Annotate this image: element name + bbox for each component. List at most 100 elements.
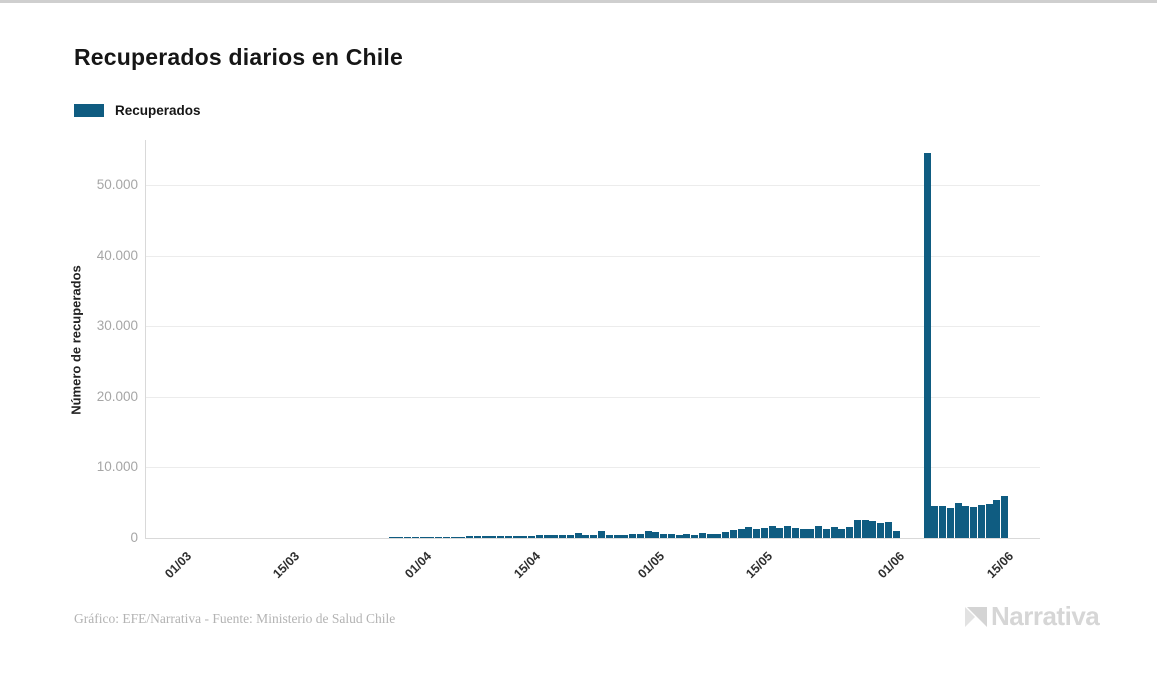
bar: [411, 536, 419, 538]
x-tick-label: 01/03: [161, 549, 194, 582]
bar: [729, 530, 737, 538]
bar: [977, 504, 985, 538]
bar: [466, 536, 474, 538]
gridline: [145, 185, 1040, 186]
legend-label: Recuperados: [115, 103, 201, 118]
y-tick-label: 0: [130, 530, 138, 545]
bar: [768, 526, 776, 538]
bar: [962, 505, 970, 538]
legend-swatch: [74, 104, 104, 117]
narrativa-logo-text: Narrativa: [991, 601, 1100, 631]
bar: [985, 503, 993, 538]
bar: [458, 536, 466, 538]
bar: [869, 521, 877, 538]
bar: [815, 525, 823, 538]
bar: [706, 533, 714, 538]
footer-credit: Gráfico: EFE/Narrativa - Fuente: Ministe…: [74, 611, 396, 626]
bar: [877, 523, 885, 538]
bar: [605, 534, 613, 538]
bar: [435, 536, 443, 538]
bar: [1001, 496, 1009, 538]
bar: [830, 527, 838, 538]
bar: [473, 536, 481, 538]
bar: [667, 534, 675, 538]
bar: [574, 532, 582, 538]
top-border-strip: [0, 0, 1157, 3]
y-tick-label: 20.000: [96, 388, 138, 404]
bar: [427, 536, 435, 538]
bar: [807, 529, 815, 538]
y-tick-label: 50.000: [96, 177, 138, 192]
bar: [946, 507, 954, 538]
bar: [598, 531, 605, 538]
bar: [698, 532, 706, 538]
bar: [404, 537, 412, 538]
narrativa-logo: Narrativa: [962, 601, 1100, 632]
bar: [621, 534, 629, 538]
bar: [566, 534, 574, 538]
x-tick-label: 15/06: [983, 549, 1016, 582]
gridline: [145, 396, 1040, 398]
bar: [636, 534, 644, 538]
y-tick-label: 10.000: [96, 459, 138, 475]
bar: [745, 527, 753, 538]
bar: [644, 530, 652, 538]
bar: [504, 535, 512, 538]
bar: [442, 536, 450, 538]
bar: [660, 533, 668, 538]
y-axis-line: [145, 140, 146, 538]
bar: [753, 529, 761, 538]
bar: [884, 522, 892, 538]
x-tick-label: 01/05: [634, 549, 667, 582]
bar: [450, 536, 458, 538]
bar: [652, 531, 660, 538]
bar: [776, 527, 784, 538]
page-title: Recuperados diarios en Chile: [74, 44, 403, 70]
bar: [396, 537, 404, 538]
bar: [861, 520, 869, 538]
bar: [760, 527, 768, 538]
x-tick-label: 15/04: [510, 549, 543, 582]
x-tick-label: 01/04: [402, 549, 435, 582]
gridline: [145, 326, 1040, 328]
bar: [582, 534, 590, 538]
gridline: [145, 255, 1040, 257]
legend: Recuperados: [74, 103, 201, 118]
x-tick-label: 15/03: [270, 549, 303, 582]
bar: [388, 537, 396, 538]
bar: [528, 535, 536, 538]
bar: [714, 534, 722, 538]
bar: [559, 535, 567, 538]
bar: [939, 505, 947, 538]
bar: [512, 535, 520, 538]
bar: [853, 519, 861, 538]
y-tick-label: 30.000: [96, 318, 138, 334]
bar: [419, 536, 427, 538]
bar: [892, 531, 900, 538]
x-tick-label: 01/06: [875, 549, 908, 582]
bar: [481, 536, 489, 538]
bar: [954, 502, 962, 538]
bar: [613, 534, 621, 538]
x-axis-line: [145, 538, 1040, 539]
y-tick-label: 40.000: [96, 247, 138, 263]
bar: [497, 536, 505, 538]
bar: [784, 525, 792, 538]
bar: [722, 531, 730, 538]
bar: [846, 527, 854, 538]
bar: [923, 152, 931, 538]
bar: [737, 528, 745, 538]
x-tick-label: 15/05: [743, 549, 776, 582]
bar: [791, 527, 799, 538]
bar: [691, 534, 699, 538]
bar: [838, 528, 846, 538]
bar: [799, 529, 807, 538]
bar: [551, 535, 559, 538]
bar: [675, 535, 683, 538]
bar: [970, 506, 978, 538]
bar: [822, 529, 830, 538]
narrativa-logo-icon: [965, 607, 987, 627]
bar: [520, 535, 528, 538]
